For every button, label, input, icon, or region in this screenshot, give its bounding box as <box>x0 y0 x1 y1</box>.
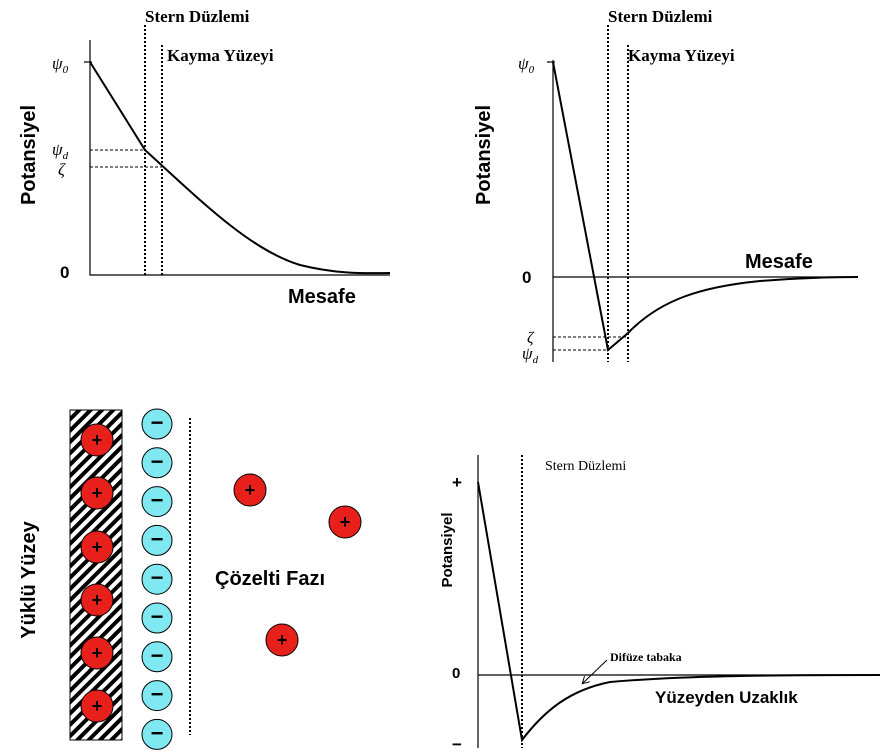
plus-sign: + <box>92 430 103 450</box>
shear-label: Kayma Yüzeyi <box>167 46 274 65</box>
zero: 0 <box>522 268 531 287</box>
stern-label: Stern Düzlemi <box>608 7 713 26</box>
minus-sign: − <box>151 720 164 745</box>
diffuse-label: Difüze tabaka <box>610 650 682 664</box>
surface-label: Yüklü Yüzey <box>18 520 40 638</box>
plus-sign: + <box>92 537 103 557</box>
plus-sign: + <box>340 512 351 532</box>
y-label: Potansiyel <box>439 512 456 587</box>
minus-sign: − <box>151 604 164 629</box>
minus-sign: − <box>151 449 164 474</box>
y-label: Potansiyel <box>18 105 40 205</box>
panel-top-right: Stern Düzlemi Kayma Yüzeyi ψ0 ζ ψd 0 Mes… <box>473 7 858 366</box>
psid: ψd <box>522 344 539 366</box>
arrow <box>583 660 607 683</box>
minus-sign: − <box>151 682 164 707</box>
minus-sign: − <box>151 410 164 435</box>
x-label: Mesafe <box>288 286 356 308</box>
plus-sign: + <box>277 630 288 650</box>
psid: ψd <box>52 140 69 162</box>
zero: 0 <box>452 665 460 682</box>
panel-bottom-left: Çözelti Fazı Yüklü Yüzey + + + + + + − − − − − − − − −… <box>18 409 361 749</box>
stern-label: Stern Düzlemi <box>545 459 626 474</box>
zeta: ζ <box>58 160 66 179</box>
minus-sign: − <box>151 526 164 551</box>
plus-sign: + <box>92 643 103 663</box>
stern-label: Stern Düzlemi <box>145 7 250 26</box>
panel-top-left: Stern Düzlemi Kayma Yüzeyi ψ0 ψd ζ 0 Mes… <box>18 7 390 308</box>
minus-label: − <box>452 735 462 753</box>
page: Stern Düzlemi Kayma Yüzeyi ψ0 ψd ζ 0 Mes… <box>0 0 883 753</box>
plus-sign: + <box>92 483 103 503</box>
minus-sign: − <box>151 565 164 590</box>
axes <box>90 40 390 275</box>
potential-curve <box>90 62 390 273</box>
potential-curve <box>553 62 858 350</box>
plus-sign: + <box>245 480 256 500</box>
x-label: Mesafe <box>745 251 813 273</box>
diagram: Stern Düzlemi Kayma Yüzeyi ψ0 ψd ζ 0 Mes… <box>0 0 883 753</box>
plus-label: + <box>452 473 462 492</box>
zero: 0 <box>60 263 69 282</box>
psi0: ψ0 <box>518 54 535 76</box>
y-label: Potansiyel <box>473 105 495 205</box>
shear-label: Kayma Yüzeyi <box>628 46 735 65</box>
psi0: ψ0 <box>52 54 69 76</box>
plus-sign: + <box>92 590 103 610</box>
plus-sign: + <box>92 696 103 716</box>
solution-label: Çözelti Fazı <box>215 568 325 590</box>
minus-sign: − <box>151 488 164 513</box>
x-label: Yüzeyden Uzaklık <box>655 688 798 707</box>
panel-bottom-right: Stern Düzlemi Difüze tabaka + 0 − Yüzeyd… <box>439 455 880 753</box>
minus-sign: − <box>151 643 164 668</box>
